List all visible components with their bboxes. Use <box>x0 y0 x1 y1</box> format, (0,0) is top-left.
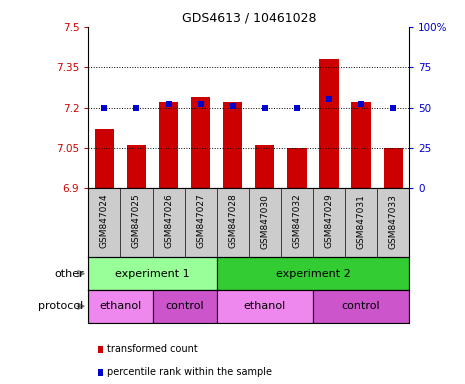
Bar <box>191 97 210 188</box>
Point <box>325 96 332 103</box>
Point <box>133 104 140 111</box>
Text: GSM847031: GSM847031 <box>357 194 365 248</box>
Text: control: control <box>342 301 380 311</box>
Text: GSM847032: GSM847032 <box>292 194 301 248</box>
Bar <box>313 290 409 323</box>
Text: GSM847024: GSM847024 <box>100 194 109 248</box>
Text: other: other <box>54 268 84 279</box>
Bar <box>223 102 242 188</box>
Bar <box>98 369 103 376</box>
Bar <box>384 148 403 188</box>
Text: GSM847027: GSM847027 <box>196 194 205 248</box>
Text: GSM847030: GSM847030 <box>260 194 269 248</box>
Point <box>389 104 397 111</box>
Bar <box>287 148 306 188</box>
Bar <box>153 290 217 323</box>
Text: ethanol: ethanol <box>100 301 141 311</box>
Bar <box>88 290 153 323</box>
Text: ethanol: ethanol <box>244 301 286 311</box>
Bar <box>98 346 103 353</box>
Bar <box>127 145 146 188</box>
Text: percentile rank within the sample: percentile rank within the sample <box>107 367 272 377</box>
Bar <box>95 129 114 188</box>
Text: experiment 1: experiment 1 <box>115 268 190 279</box>
Title: GDS4613 / 10461028: GDS4613 / 10461028 <box>181 11 316 24</box>
Text: transformed count: transformed count <box>107 344 198 354</box>
Text: experiment 2: experiment 2 <box>276 268 350 279</box>
Text: GSM847025: GSM847025 <box>132 194 141 248</box>
Point <box>261 104 268 111</box>
Text: GSM847029: GSM847029 <box>325 194 333 248</box>
Text: protocol: protocol <box>39 301 84 311</box>
Bar <box>88 257 217 290</box>
Point <box>293 104 300 111</box>
Bar <box>217 257 409 290</box>
Bar <box>319 59 339 188</box>
Text: GSM847028: GSM847028 <box>228 194 237 248</box>
Bar <box>352 102 371 188</box>
Text: control: control <box>165 301 204 311</box>
Point <box>229 103 236 109</box>
Point <box>357 101 365 108</box>
Point <box>197 101 204 108</box>
Bar <box>217 290 313 323</box>
Text: GSM847026: GSM847026 <box>164 194 173 248</box>
Point <box>100 104 108 111</box>
Point <box>165 101 172 108</box>
Bar <box>159 102 178 188</box>
Text: GSM847033: GSM847033 <box>389 194 398 248</box>
Bar <box>255 145 274 188</box>
